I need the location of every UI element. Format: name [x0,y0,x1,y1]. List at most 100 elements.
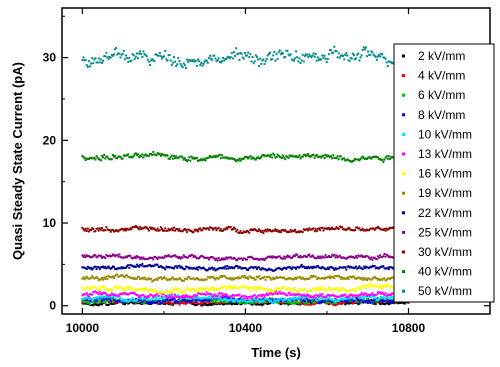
data-point [121,302,124,305]
data-point [261,299,264,302]
data-point [366,279,369,282]
data-point [89,296,92,299]
data-point [266,294,269,297]
data-point [134,300,137,303]
data-point [142,277,145,280]
data-point [108,297,111,300]
data-point [196,302,199,305]
data-point [83,59,86,62]
data-point [283,229,286,232]
data-point [247,256,250,259]
data-point [109,293,112,296]
data-point [219,266,222,269]
data-point [253,301,256,304]
data-point [228,302,231,305]
data-point [249,301,252,304]
data-point [189,289,192,292]
data-point [261,258,264,261]
data-point [301,299,304,302]
data-point [387,277,390,280]
data-point [382,56,385,59]
data-point [260,299,263,302]
data-point [141,294,144,297]
data-point [130,256,133,259]
data-point [145,301,148,304]
data-point [250,302,253,305]
data-point [133,302,136,305]
data-point [263,275,266,278]
y-tick-label: 10 [43,216,57,230]
data-point [203,256,206,259]
data-point [86,286,89,289]
data-point [92,301,95,304]
data-point [176,255,179,258]
data-point [122,49,125,52]
data-point [162,298,165,301]
data-point [161,227,163,230]
data-point [262,258,265,261]
data-point [220,299,223,302]
data-point [256,301,259,304]
data-point [98,158,101,161]
data-point [235,230,238,233]
data-point [161,302,163,305]
data-point [288,54,291,57]
data-point [96,156,99,159]
data-point [183,289,186,292]
data-point [103,292,106,295]
data-point [149,256,151,259]
data-point [342,277,345,280]
data-point [343,300,346,303]
data-point [230,303,233,306]
data-point [97,288,100,291]
data-point [86,300,89,303]
data-point [303,267,306,270]
data-point [83,289,86,292]
data-point [320,297,323,300]
data-point [206,61,209,64]
data-point [204,59,207,62]
data-point [87,300,90,303]
data-point [289,53,292,56]
data-point [297,293,300,296]
data-point [336,155,339,158]
data-point [319,277,322,280]
data-point [340,276,343,279]
data-point [292,301,295,304]
data-point [200,304,203,307]
data-point [147,154,150,157]
data-point [308,295,311,298]
data-point [386,228,389,231]
data-point [147,264,150,267]
data-point [259,258,262,261]
data-point [292,266,295,269]
data-point [140,300,143,303]
data-point [138,302,141,305]
data-point [121,267,124,270]
data-point [249,295,252,298]
data-point [334,304,337,307]
data-point [108,254,111,257]
data-point [296,290,299,293]
data-point [332,227,335,230]
data-point [292,278,295,281]
data-point [282,267,285,270]
data-point [149,64,151,67]
data-point [220,292,223,295]
data-point [176,227,179,230]
data-point [303,278,306,281]
data-point [113,298,116,301]
data-point [207,292,210,295]
data-point [303,288,306,291]
data-point [284,266,287,269]
data-point [105,155,108,158]
data-point [362,294,365,297]
data-point [268,155,271,158]
data-point [364,292,367,295]
data-point [323,227,326,230]
data-point [331,294,334,297]
data-point [94,57,97,60]
data-point [307,302,310,305]
data-point [200,297,203,300]
data-point [326,276,329,279]
